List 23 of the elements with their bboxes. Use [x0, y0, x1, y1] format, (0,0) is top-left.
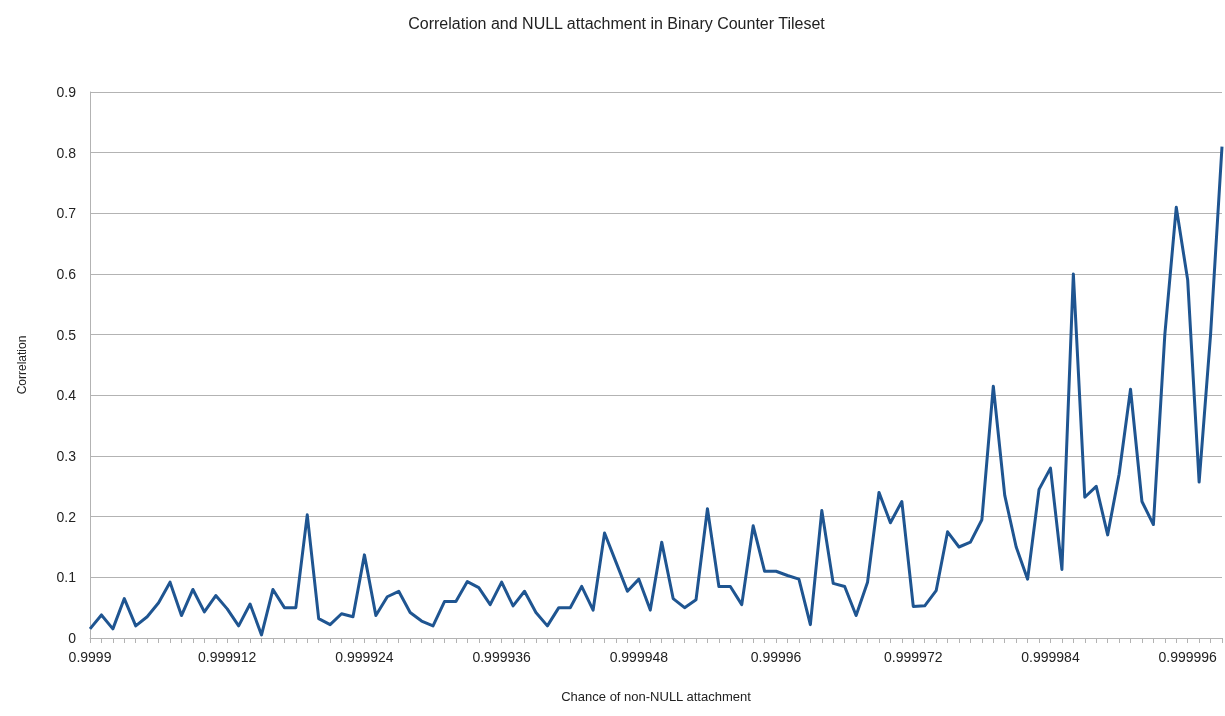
x-axis-title: Chance of non-NULL attachment — [561, 689, 752, 704]
y-tick-label: 0.1 — [56, 569, 77, 586]
x-tick-label: 0.999984 — [1021, 649, 1080, 665]
line-series — [88, 145, 1224, 637]
y-tick-label: 0.5 — [56, 326, 77, 343]
x-tick-label: 0.99996 — [750, 649, 802, 665]
x-tick-label: 0.999996 — [1158, 649, 1218, 665]
y-tick-label: 0.7 — [56, 205, 77, 222]
x-tick-label: 0.999948 — [609, 649, 669, 665]
x-tick-label: 0.999972 — [884, 649, 943, 665]
x-tick-label: 0.9999 — [68, 649, 112, 665]
y-axis-title: Correlation — [15, 335, 29, 395]
y-tick-label: 0.9 — [56, 84, 77, 100]
y-tick-label: 0.4 — [56, 387, 77, 404]
y-tick-label: 0.3 — [56, 448, 77, 464]
y-tick-label: 0 — [68, 630, 77, 646]
y-tick-label: 0.2 — [56, 508, 77, 525]
x-tick-label: 0.999912 — [198, 649, 257, 665]
y-tick-label: 0.8 — [56, 144, 77, 161]
x-tick-label: 0.999924 — [335, 649, 394, 665]
x-tick-label: 0.999936 — [472, 649, 532, 665]
y-tick-label: 0.6 — [56, 266, 77, 282]
chart-title: Correlation and NULL attachment in Binary Counter Tileset — [408, 14, 826, 32]
